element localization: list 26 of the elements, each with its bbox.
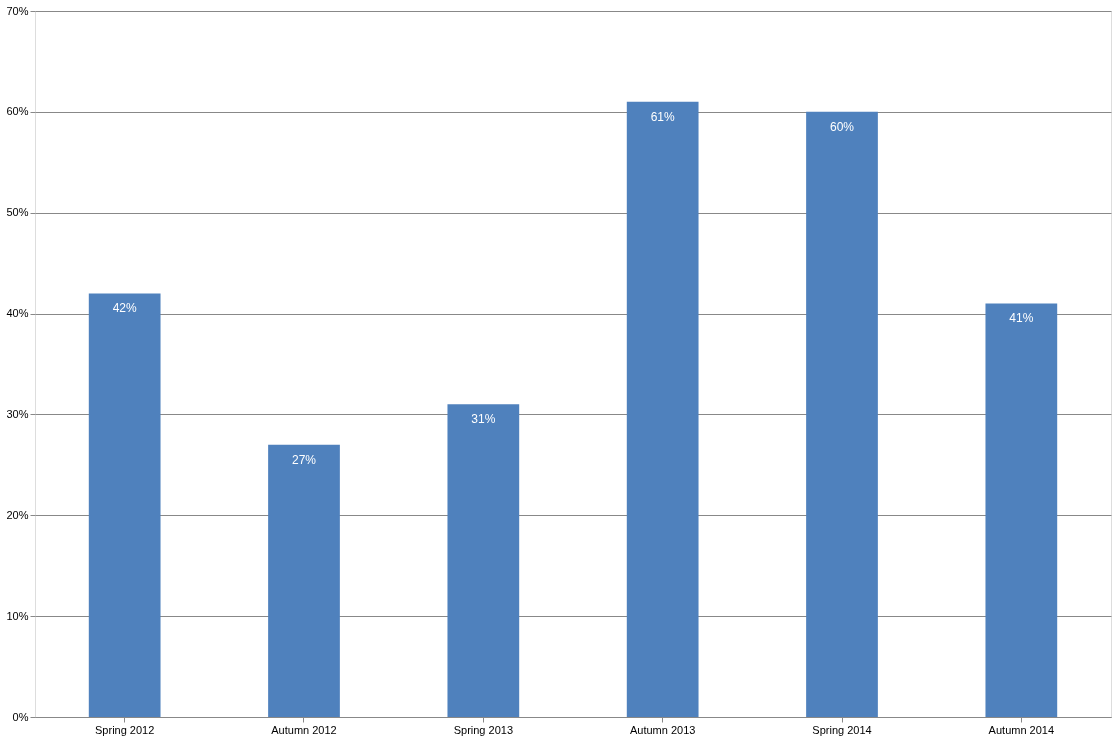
data-label: 61% [650, 109, 675, 124]
data-label: 42% [112, 301, 137, 316]
bar [88, 293, 161, 717]
y-tick-label: 10% [6, 609, 29, 622]
y-tick-label: 40% [6, 307, 29, 320]
y-tick-label: 60% [6, 105, 29, 118]
data-label: 41% [1009, 311, 1034, 326]
x-tick-label: Spring 2012 [95, 723, 155, 736]
data-label: 31% [471, 412, 496, 427]
bar [985, 303, 1058, 717]
x-tick-label: Spring 2014 [812, 723, 872, 736]
data-label: 27% [291, 452, 317, 467]
x-tick-label: Spring 2013 [453, 723, 513, 736]
y-tick-label: 20% [6, 508, 29, 521]
data-label: 60% [829, 119, 855, 134]
y-tick-label: 50% [6, 206, 29, 219]
x-tick-label: Autumn 2012 [271, 723, 337, 736]
x-tick-label: Autumn 2013 [629, 723, 696, 736]
y-tick-label: 30% [6, 407, 29, 420]
bar [806, 111, 878, 717]
bar [268, 444, 340, 717]
y-tick-label: 0% [12, 710, 29, 723]
bar [447, 404, 520, 717]
y-tick-label: 70% [6, 4, 29, 17]
x-tick-label: Autumn 2014 [988, 723, 1055, 736]
bar [626, 101, 699, 717]
